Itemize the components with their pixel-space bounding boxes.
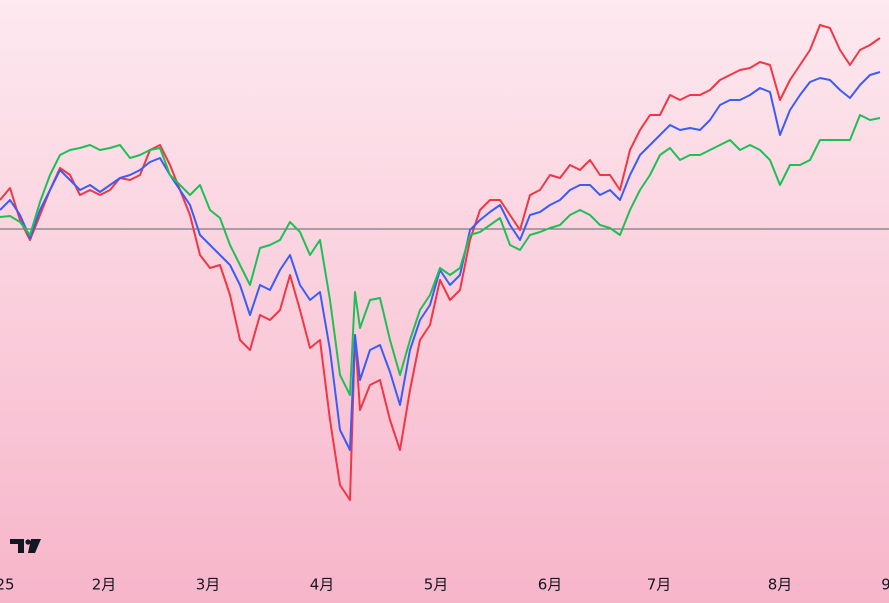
plot-area	[0, 24, 889, 501]
series-line	[0, 24, 881, 501]
x-tick-label: 4月	[310, 576, 335, 594]
x-tick-label: 2月	[92, 576, 117, 594]
x-tick-label: 9	[881, 576, 889, 594]
series-line	[0, 114, 881, 396]
tv-logo	[10, 539, 41, 553]
series-line	[0, 71, 881, 451]
x-tick-label: 6月	[538, 576, 563, 594]
x-tick-label: 8月	[768, 576, 793, 594]
x-tick-label: 3月	[196, 576, 221, 594]
x-tick-label: 7月	[647, 576, 672, 594]
x-tick-label: 5月	[424, 576, 449, 594]
x-tick-label: 25	[0, 576, 15, 594]
